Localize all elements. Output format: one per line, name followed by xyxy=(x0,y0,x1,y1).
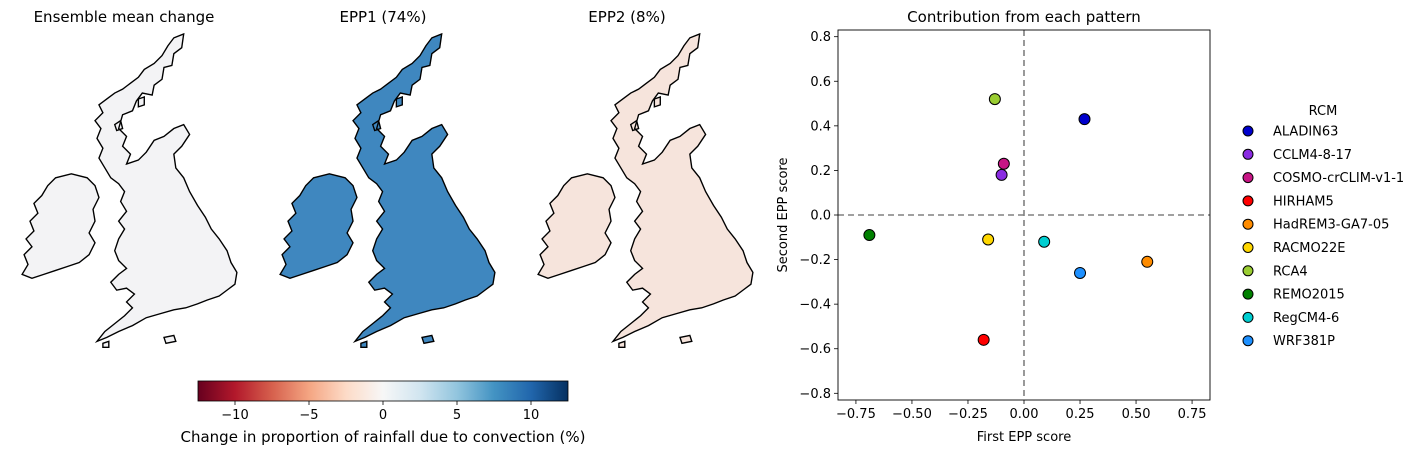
legend-items: ALADIN63 CCLM4-8-17 COSMO-crCLIM-v1-1 HIRHA… xyxy=(1242,125,1404,349)
legend-label: RCA4 xyxy=(1273,264,1308,279)
legend-item: RACMO22E xyxy=(1242,241,1345,256)
legend: RCM ALADIN63 CCLM4-8-17 COSMO-crCLIM-v1-1 H… xyxy=(1242,104,1404,349)
map-panel-epp1: EPP1 (74%) xyxy=(279,8,496,348)
x-axis-label: First EPP score xyxy=(977,430,1071,445)
legend-label: RegCM4-6 xyxy=(1273,311,1339,326)
y-ticks: −0.8 −0.6 −0.4 −0.2 0.0 0.2 0.4 0.6 0.8 xyxy=(799,30,838,402)
uk-map xyxy=(21,33,238,348)
y-tick-label: 0.8 xyxy=(810,30,831,45)
legend-label: REMO2015 xyxy=(1273,288,1345,303)
colorbar-tick-label: 10 xyxy=(523,408,540,423)
x-tick-label: 0.25 xyxy=(1066,407,1095,422)
y-tick-label: 0.6 xyxy=(810,75,831,90)
x-ticks: −0.75 −0.50 −0.25 0.00 0.25 0.50 0.75 xyxy=(836,400,1207,422)
x-tick-label: −0.25 xyxy=(948,407,988,422)
legend-title: RCM xyxy=(1309,104,1338,119)
reference-lines xyxy=(838,30,1210,400)
scatter-point xyxy=(1078,113,1091,126)
legend-label: RACMO22E xyxy=(1273,241,1345,256)
scatter-point xyxy=(1038,235,1051,248)
colorbar-tick-label: 0 xyxy=(379,408,387,423)
legend-item: ALADIN63 xyxy=(1242,125,1338,140)
scatter-panel: Contribution from each pattern −0.75 −0.5… xyxy=(776,8,1211,445)
map-panel-epp2: EPP2 (8%) xyxy=(537,8,754,348)
x-tick-label: 0.75 xyxy=(1178,407,1207,422)
uk-map xyxy=(537,33,754,348)
legend-marker xyxy=(1242,242,1254,253)
legend-label: WRF381P xyxy=(1273,334,1335,349)
chart-title: Contribution from each pattern xyxy=(907,8,1141,26)
legend-item: REMO2015 xyxy=(1242,288,1345,303)
legend-marker xyxy=(1242,172,1254,184)
scatter-point xyxy=(995,168,1008,181)
colorbar-tick-label: 5 xyxy=(453,408,461,423)
legend-label: CCLM4-8-17 xyxy=(1273,148,1352,163)
colorbar-label: Change in proportion of rainfall due to … xyxy=(181,428,586,446)
y-axis-label: Second EPP score xyxy=(776,158,791,273)
legend-marker xyxy=(1242,311,1254,323)
legend-item: COSMO-crCLIM-v1-1 xyxy=(1242,171,1404,186)
legend-item: HIRHAM5 xyxy=(1242,194,1334,209)
scatter-point xyxy=(982,233,995,246)
legend-marker xyxy=(1242,218,1254,230)
legend-item: RCA4 xyxy=(1242,264,1308,279)
legend-label: HadREM3-GA7-05 xyxy=(1273,218,1389,233)
legend-marker xyxy=(1242,265,1254,277)
legend-item: WRF381P xyxy=(1242,334,1335,349)
map-title: Ensemble mean change xyxy=(34,8,215,26)
colorbar-gradient xyxy=(197,380,569,402)
legend-item: HadREM3-GA7-05 xyxy=(1242,218,1389,233)
y-tick-label: −0.2 xyxy=(799,253,831,268)
legend-label: HIRHAM5 xyxy=(1273,194,1334,209)
scatter-point xyxy=(863,229,876,242)
y-tick-label: −0.8 xyxy=(799,387,831,402)
scatter-point xyxy=(988,93,1001,106)
scatter-points xyxy=(863,93,1154,346)
map-title: EPP1 (74%) xyxy=(340,8,427,26)
legend-label: COSMO-crCLIM-v1-1 xyxy=(1273,171,1404,186)
colorbar-tick-label: −10 xyxy=(221,408,248,423)
legend-label: ALADIN63 xyxy=(1273,125,1338,140)
map-title: EPP2 (8%) xyxy=(588,8,665,26)
map-panel-mean: Ensemble mean change xyxy=(21,8,238,348)
legend-marker xyxy=(1242,148,1254,160)
x-tick-label: −0.75 xyxy=(836,407,876,422)
y-tick-label: −0.6 xyxy=(799,342,831,357)
legend-marker xyxy=(1242,335,1254,347)
legend-marker xyxy=(1242,195,1254,207)
colorbar-tick-label: −5 xyxy=(299,408,318,423)
y-tick-label: 0.4 xyxy=(810,119,831,134)
x-tick-label: 0.00 xyxy=(1010,407,1039,422)
scatter-point xyxy=(977,333,990,346)
y-tick-label: 0.2 xyxy=(810,164,831,179)
uk-map xyxy=(279,33,496,348)
scatter-point xyxy=(997,157,1010,170)
colorbar: −10 −5 0 5 10 Change in proportion of rainfa… xyxy=(181,380,586,446)
y-tick-label: 0.0 xyxy=(810,209,831,224)
colorbar-ticks: −10 −5 0 5 10 xyxy=(221,401,539,423)
scatter-point xyxy=(1141,255,1154,268)
legend-marker xyxy=(1242,288,1254,300)
legend-marker xyxy=(1242,125,1254,137)
scatter-point xyxy=(1074,266,1087,279)
x-tick-label: 0.50 xyxy=(1122,407,1151,422)
x-tick-label: −0.50 xyxy=(892,407,932,422)
legend-item: CCLM4-8-17 xyxy=(1242,148,1352,163)
legend-item: RegCM4-6 xyxy=(1242,311,1339,326)
y-tick-label: −0.4 xyxy=(799,298,831,313)
